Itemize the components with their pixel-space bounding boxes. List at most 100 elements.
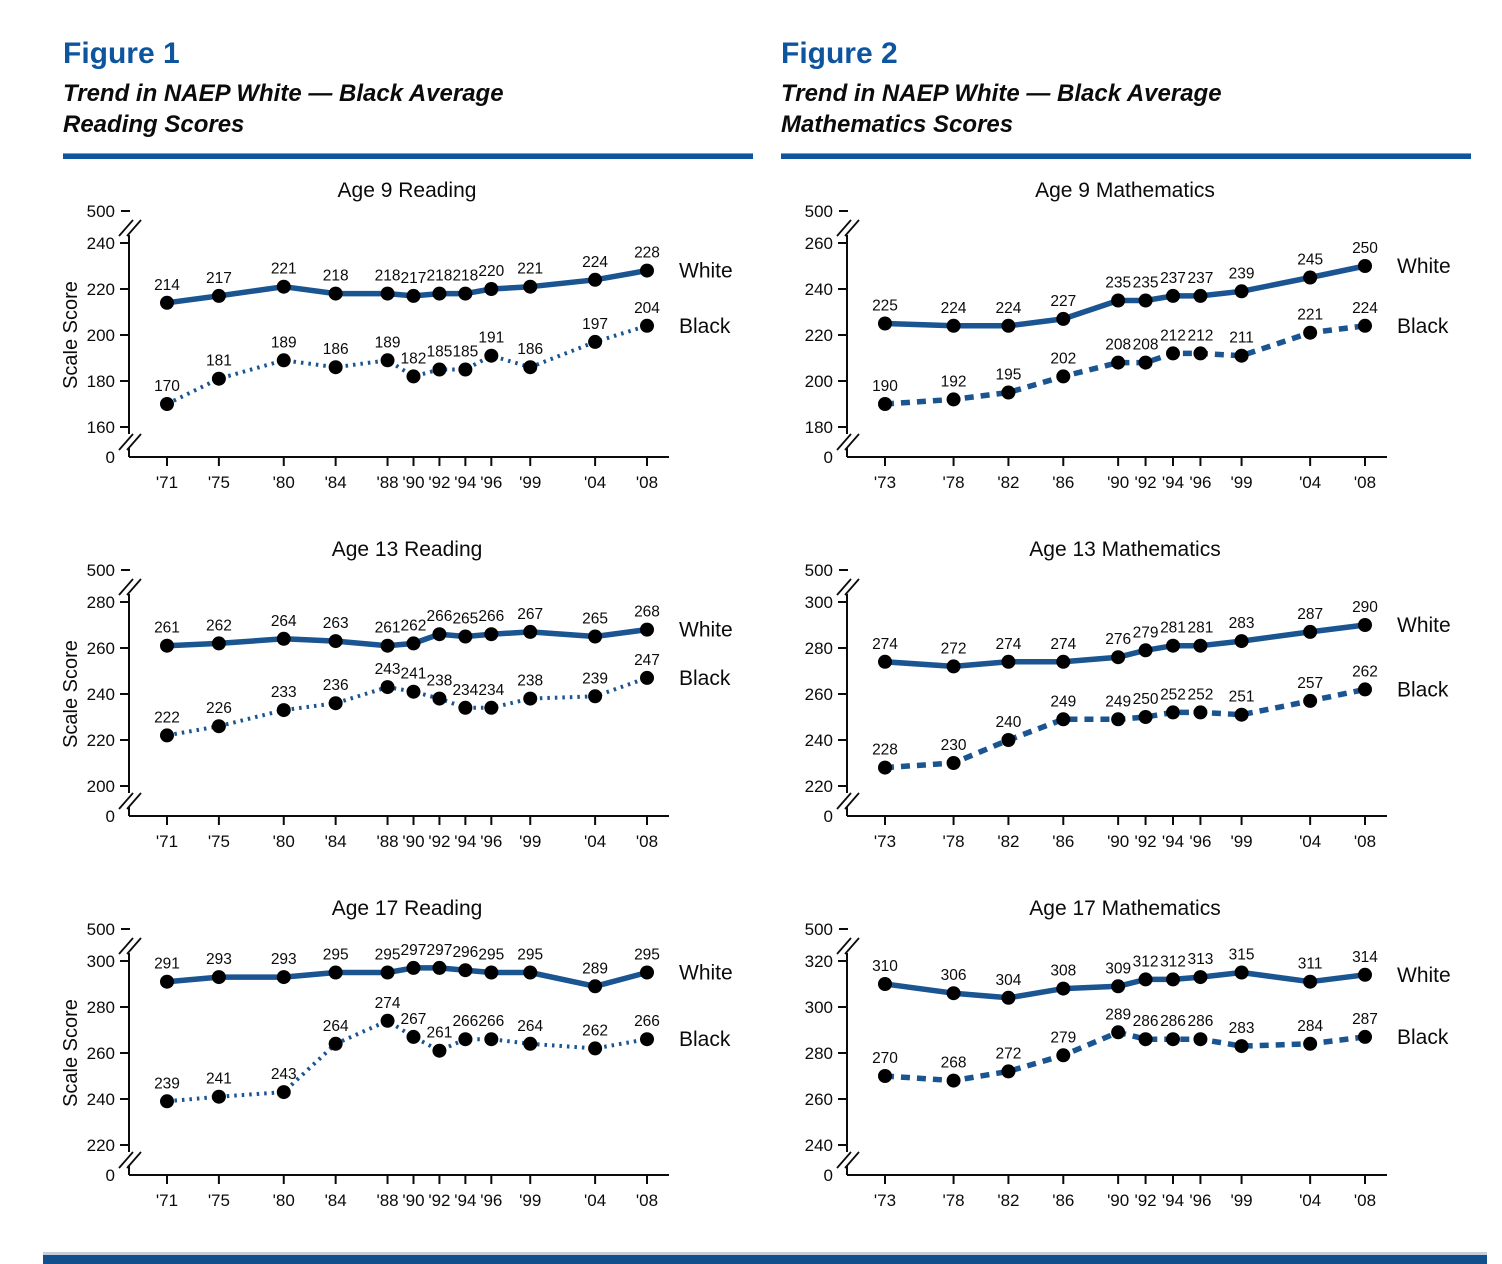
data-point	[160, 396, 174, 411]
data-point-label: 189	[271, 334, 297, 351]
data-point-label: 208	[1105, 336, 1131, 353]
data-point	[1234, 284, 1249, 299]
data-point-label: 218	[452, 267, 478, 284]
series-line-black	[166, 675, 648, 738]
data-point-label: 284	[1297, 1018, 1323, 1035]
data-point-label: 295	[478, 946, 504, 963]
x-tick-label: '04	[1299, 832, 1321, 851]
y-tick-label: 0	[106, 807, 115, 826]
series-line-white	[166, 267, 648, 306]
data-point-label: 243	[271, 1066, 297, 1083]
data-point	[432, 627, 447, 642]
data-point	[1358, 617, 1372, 632]
data-point	[458, 286, 473, 301]
data-point	[458, 629, 473, 644]
x-tick-label: '99	[1230, 473, 1252, 492]
data-point	[160, 728, 174, 743]
axis-break-icon	[844, 792, 860, 810]
data-point	[1234, 348, 1249, 363]
data-point	[1056, 369, 1071, 384]
data-point	[878, 316, 892, 331]
data-point	[588, 272, 603, 287]
x-tick-label: '96	[480, 1191, 502, 1210]
y-tick-label: 220	[87, 1136, 115, 1155]
data-point-label: 266	[426, 608, 452, 625]
series-label-white: White	[679, 259, 733, 282]
data-point	[946, 392, 961, 407]
x-tick-label: '82	[997, 473, 1019, 492]
x-tick-label: '92	[1134, 832, 1156, 851]
data-point	[458, 700, 473, 715]
y-tick-label: 300	[805, 998, 833, 1017]
chart-title: Age 17 Mathematics	[1029, 897, 1220, 920]
x-tick-label: '71	[156, 832, 178, 851]
data-point-label: 237	[1187, 270, 1213, 287]
axis-break-icon	[836, 937, 852, 955]
data-point	[1138, 355, 1153, 370]
data-point-label: 227	[1050, 293, 1076, 310]
data-point-label: 250	[1352, 240, 1378, 257]
axis-break-icon	[118, 937, 134, 955]
data-point-label: 226	[206, 700, 232, 717]
data-point	[484, 700, 499, 715]
x-tick-label: '90	[402, 1191, 424, 1210]
data-point	[1056, 712, 1071, 727]
data-point	[1166, 346, 1180, 361]
data-point-label: 264	[517, 1018, 543, 1035]
figure-1-title: Trend in NAEP White — Black Average Readi…	[63, 78, 753, 140]
y-tick-label: 260	[805, 1090, 833, 1109]
x-tick-label: '90	[1107, 1191, 1129, 1210]
data-point-label: 250	[1133, 691, 1159, 708]
data-point	[1001, 654, 1016, 669]
data-point-label: 211	[1229, 330, 1254, 347]
data-point	[380, 638, 395, 653]
data-point-label: 266	[478, 608, 504, 625]
series-line-black	[166, 1018, 648, 1104]
data-point	[328, 360, 343, 375]
axis-break-icon	[844, 937, 860, 955]
data-point-label: 286	[1133, 1013, 1159, 1030]
y-tick-label: 500	[805, 202, 833, 221]
series-line-white	[166, 965, 648, 989]
x-tick-label: '71	[156, 473, 178, 492]
data-point-label: 221	[517, 261, 543, 278]
data-point-label: 272	[941, 640, 967, 657]
x-tick-label: '96	[1189, 832, 1211, 851]
x-tick-label: '08	[1354, 473, 1376, 492]
data-point-label: 235	[1133, 274, 1159, 291]
y-tick-label: 280	[87, 593, 115, 612]
data-point	[328, 696, 343, 711]
data-point-label: 257	[1297, 675, 1323, 692]
axis-break-icon	[126, 433, 142, 451]
axis-break-icon	[836, 433, 852, 451]
y-tick-label: 220	[805, 777, 833, 796]
x-tick-label: '75	[208, 473, 230, 492]
data-point-label: 218	[323, 267, 349, 284]
x-tick-label: '88	[376, 473, 398, 492]
y-tick-label: 300	[805, 593, 833, 612]
x-tick-label: '96	[1189, 473, 1211, 492]
data-point	[458, 362, 473, 377]
data-point	[1358, 258, 1372, 273]
x-tick-label: '94	[1162, 832, 1184, 851]
data-point-label: 239	[582, 670, 608, 687]
data-point	[276, 353, 291, 368]
series-label-black: Black	[679, 1028, 731, 1051]
data-point-label: 274	[375, 995, 401, 1012]
y-tick-label: 0	[106, 1166, 115, 1185]
data-point	[1358, 967, 1372, 982]
x-tick-label: '80	[273, 832, 295, 851]
data-point	[523, 360, 538, 375]
data-point-label: 192	[941, 373, 967, 390]
y-tick-label: 500	[87, 561, 115, 580]
data-point	[432, 362, 447, 377]
data-point-label: 266	[634, 1013, 660, 1030]
data-point-label: 315	[1229, 946, 1255, 963]
data-point-label: 189	[375, 334, 401, 351]
data-point	[1358, 318, 1372, 333]
chart-title: Age 9 Mathematics	[1035, 179, 1215, 202]
y-tick-label: 0	[824, 448, 833, 467]
data-point-label: 274	[872, 636, 898, 653]
data-point	[406, 1029, 421, 1044]
data-point-label: 283	[1229, 1020, 1255, 1037]
